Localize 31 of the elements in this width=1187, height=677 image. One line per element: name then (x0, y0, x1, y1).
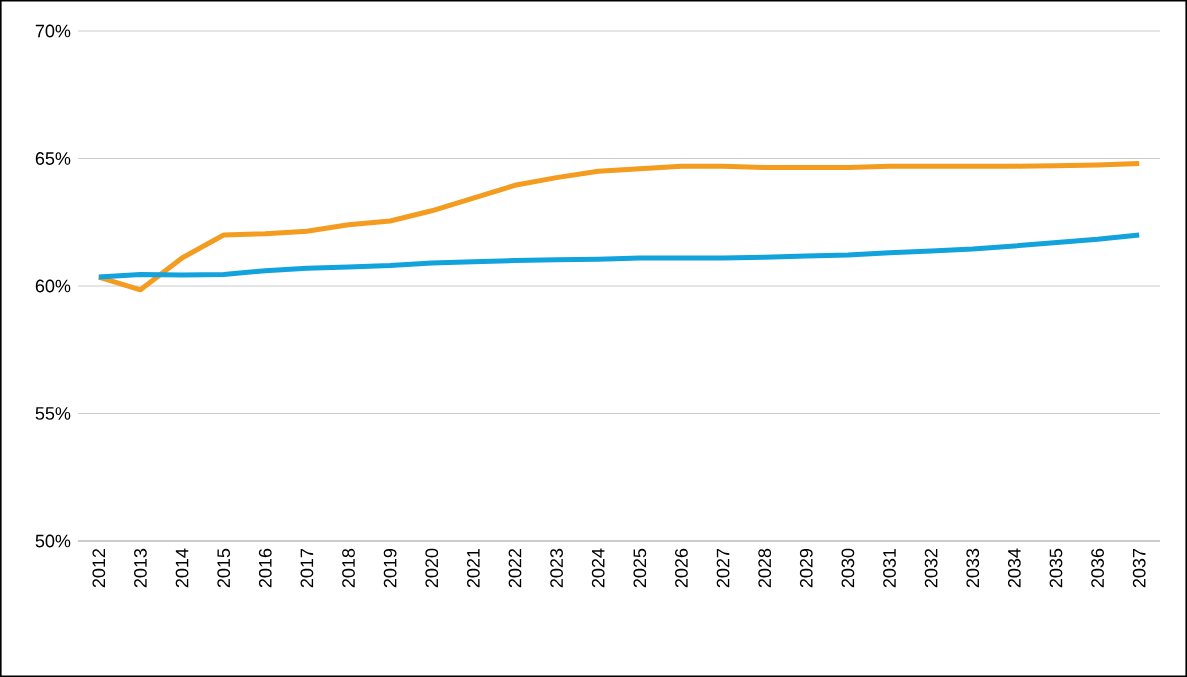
y-tick-label: 55% (35, 407, 71, 420)
x-tick-label: 2036 (1091, 548, 1104, 588)
x-tick-label: 2028 (758, 548, 772, 588)
x-tick-label: 2026 (675, 548, 688, 588)
x-tick-label: 2037 (1132, 548, 1146, 588)
x-tick-label: 2014 (175, 548, 189, 588)
x-tick-label: 2024 (591, 548, 605, 588)
x-tick-label: 2012 (92, 548, 106, 588)
x-tick-label: 2032 (924, 548, 938, 588)
x-tick-label: 2017 (300, 548, 314, 588)
x-tick-label: 2033 (966, 548, 980, 588)
x-tick-label: 2031 (883, 548, 896, 588)
x-tick-label: 2016 (258, 548, 272, 588)
y-tick-label: 70% (35, 24, 71, 38)
x-tick-label: 2018 (342, 548, 355, 588)
x-tick-label: 2030 (841, 548, 855, 588)
x-tick-label: 2022 (508, 548, 522, 588)
x-tick-label: 2013 (134, 548, 147, 588)
x-tick-label: 2021 (466, 548, 480, 588)
x-tick-label: 2029 (799, 548, 813, 588)
x-tick-label: 2015 (217, 548, 231, 588)
y-tick-label: 60% (35, 279, 71, 293)
y-tick-label: 65% (35, 152, 71, 165)
x-tick-label: 2020 (425, 548, 439, 588)
x-tick-label: 2027 (716, 548, 730, 588)
x-tick-label: 2025 (633, 548, 647, 588)
x-tick-label: 2035 (1049, 548, 1063, 588)
x-tick-label: 2019 (383, 548, 397, 588)
x-tick-label: 2034 (1007, 548, 1021, 588)
y-tick-label: 50% (35, 534, 71, 548)
x-tick-label: 2023 (550, 548, 563, 588)
